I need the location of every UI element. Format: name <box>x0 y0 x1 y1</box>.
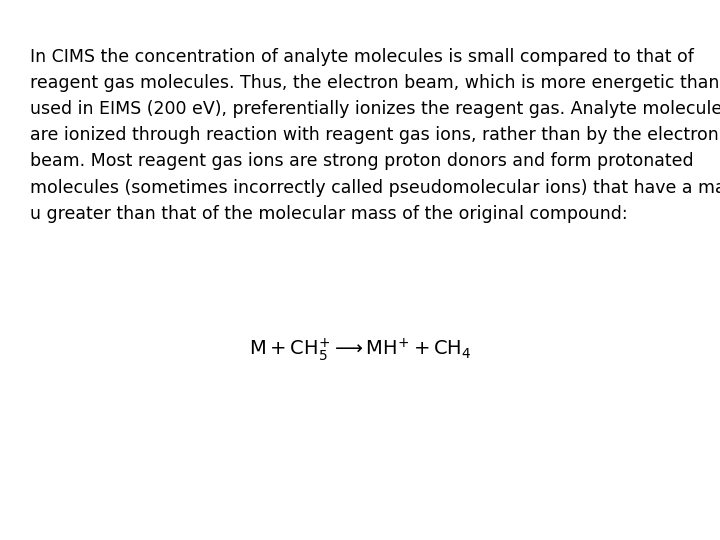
Text: $\mathsf{M + CH^{+}_{5} \longrightarrow MH^{+} + CH_{4}}$: $\mathsf{M + CH^{+}_{5} \longrightarrow … <box>248 336 472 363</box>
Text: In CIMS the concentration of analyte molecules is small compared to that of
reag: In CIMS the concentration of analyte mol… <box>30 48 720 222</box>
